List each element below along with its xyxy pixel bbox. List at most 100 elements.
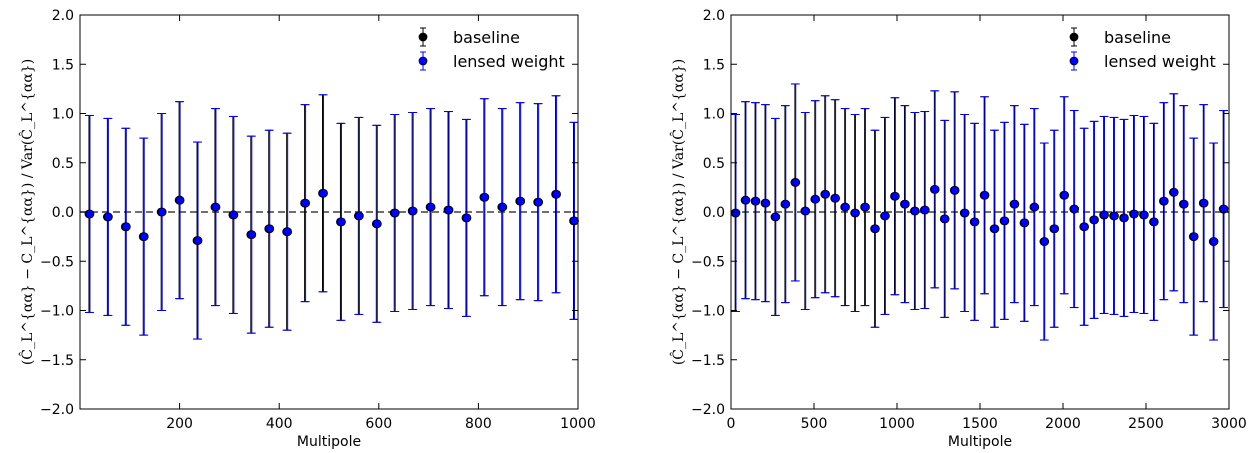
y-tick-label: 1.0 [52,107,74,123]
x-tick-label: 1000 [560,416,596,432]
data-point [1060,190,1070,200]
data-point [516,196,526,206]
data-point [390,208,400,218]
x-axis-label: Multipole [948,434,1012,450]
y-tick-label: 1.5 [703,57,725,73]
data-point [1100,210,1109,220]
x-tick-label: 600 [365,416,392,432]
y-axis-label: (Ĉ_L^{αα} − C_L^{αα}) / Var(Ĉ_L^{αα}) [669,59,687,365]
data-point [1080,222,1089,232]
data-point [1040,237,1050,246]
data-point [900,199,910,209]
y-tick-label: 2.0 [52,8,74,24]
x-tick-label: 1000 [879,416,915,432]
legend-label: lensed weight [453,52,565,71]
data-point [193,236,203,245]
data-point [1179,199,1189,209]
legend-label: baseline [453,28,520,47]
y-tick-label: 1.5 [52,57,74,73]
y-tick-label: −1.5 [40,353,74,369]
y-tick-label: −1.0 [40,304,74,320]
data-point [1149,217,1159,227]
data-point [990,224,1000,234]
data-point [1199,198,1209,208]
y-tick-label: 0.5 [703,156,725,172]
y-tick-label: −2.0 [40,402,74,418]
data-point [1000,216,1010,226]
data-point [950,185,960,195]
y-tick-label: −0.5 [691,254,725,270]
y-tick-label: −1.0 [691,304,725,320]
data-point [940,214,950,224]
data-point [761,198,771,208]
legend-marker [418,32,428,42]
y-tick-label: −1.5 [691,353,725,369]
data-point [821,189,831,199]
data-point [444,205,454,215]
data-point [851,208,860,218]
data-point [534,197,544,207]
data-point [265,224,275,234]
data-point [408,206,418,216]
data-point [841,202,850,212]
data-point [426,202,436,212]
data-point [980,190,990,200]
data-point [880,211,890,221]
legend: baseline lensed weight [418,27,565,71]
data-point [751,196,761,206]
axis-ticks: 200 400 600 800 1000 −2.0 −1.5 −1.0 −0.5 0.0 0.5 1.… [40,8,596,432]
data-point [811,194,821,204]
data-point [103,212,113,222]
x-tick-label: 2500 [1128,416,1164,432]
data-point [570,216,579,226]
legend: baseline lensed weight [1069,27,1216,71]
x-tick-label: 0 [727,416,736,432]
data-point [1209,237,1219,246]
data-point [1010,199,1020,209]
data-point [801,206,811,216]
data-point [175,195,185,205]
legend-marker [1069,32,1079,42]
legend-label: lensed weight [1104,52,1216,71]
data-point [462,213,472,223]
data-point [930,184,940,194]
data-point [831,193,840,203]
data-point [552,189,561,199]
y-tick-label: −2.0 [691,402,725,418]
data-point [1129,209,1139,219]
data-point [1070,204,1080,214]
data-point [1219,204,1229,214]
data-point [1189,232,1199,242]
data-point [910,206,920,216]
x-tick-label: 800 [465,416,492,432]
data-point [731,208,741,218]
data-point [1139,210,1149,220]
legend-marker [418,56,428,66]
y-tick-label: 1.0 [703,107,725,123]
panel-left: 200 400 600 800 1000 −2.0 −1.5 −1.0 −0.5 0.0 0.5 1.… [18,8,596,450]
x-tick-label: 500 [801,416,828,432]
data-point [211,202,221,212]
x-tick-label: 1500 [962,416,998,432]
data-point [1159,196,1169,206]
legend-marker [1069,56,1079,66]
data-point [861,202,870,212]
data-point [498,202,508,212]
data-point [1169,187,1179,197]
x-tick-label: 3000 [1211,416,1247,432]
data-point [1090,215,1099,225]
panel-right: 0 500 1000 1500 2000 2500 3000 −2.0 −1.5 −1.0 −0.5… [669,8,1247,450]
data-point [1030,202,1040,212]
data-point [139,232,149,242]
data-point [781,199,791,209]
data-point [301,198,310,208]
data-point [480,192,490,202]
y-tick-label: −0.5 [40,254,74,270]
x-tick-label: 200 [166,416,193,432]
data-point [229,210,239,220]
data-point [337,217,346,227]
y-tick-label: 2.0 [703,8,725,24]
data-point [1020,218,1030,228]
data-point [1050,224,1060,234]
